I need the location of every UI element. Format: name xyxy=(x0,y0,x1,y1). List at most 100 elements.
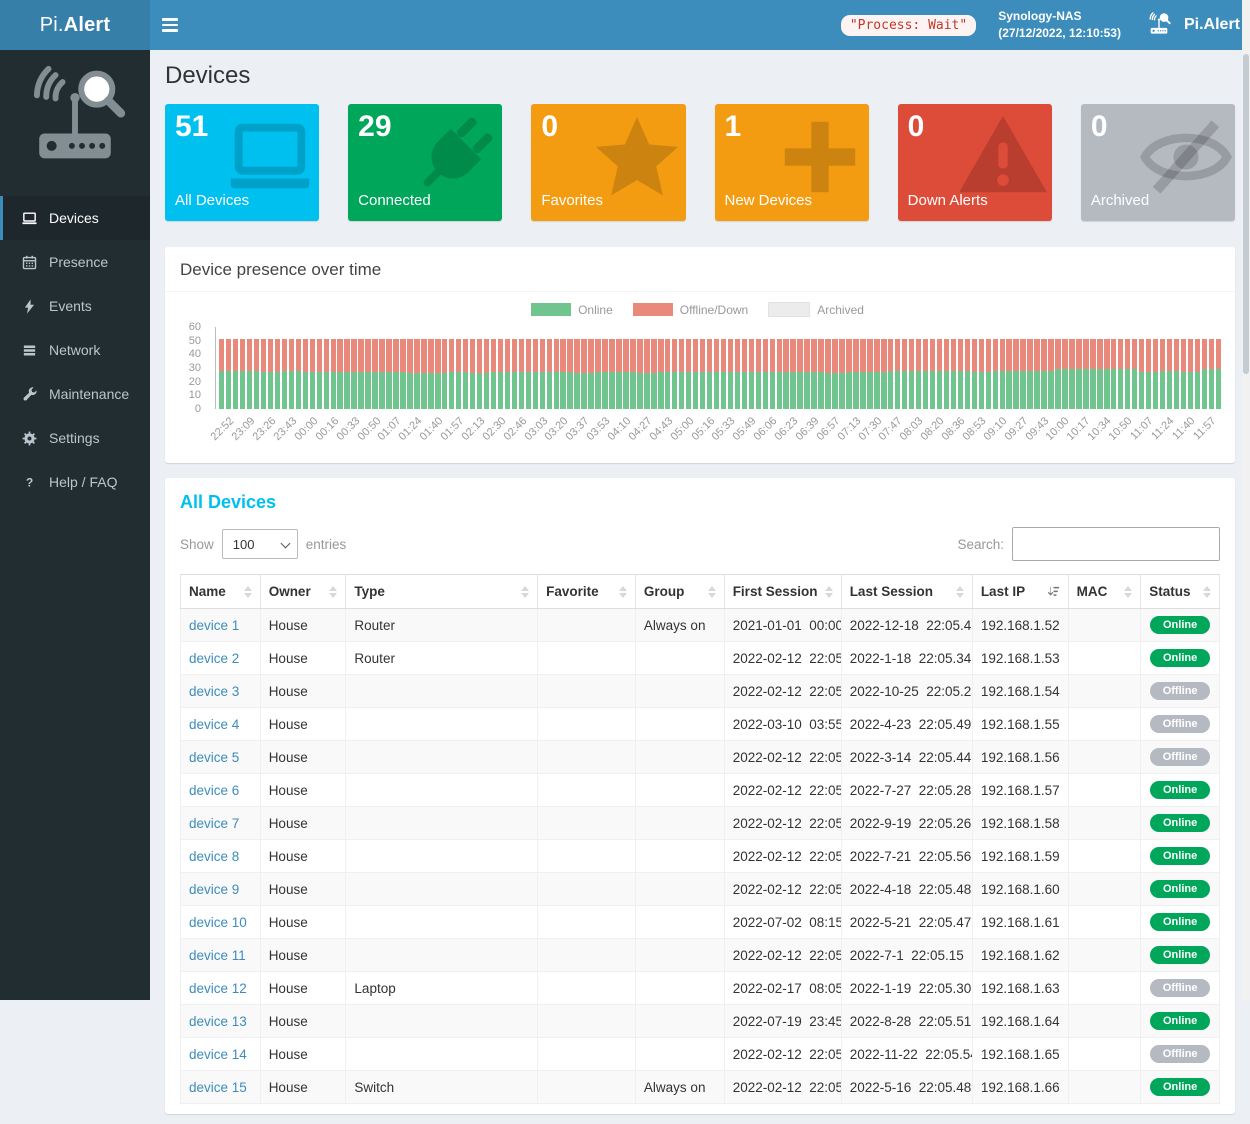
cell-name: device 5 xyxy=(180,740,261,774)
sidebar-item-events[interactable]: Events xyxy=(0,284,150,328)
sidebar-item-network[interactable]: Network xyxy=(0,328,150,372)
cell-favorite xyxy=(537,1004,636,1038)
scrollbar-thumb[interactable] xyxy=(1243,54,1249,374)
cell-type xyxy=(345,905,539,939)
y-tick-label: 30 xyxy=(188,362,201,374)
app-logo[interactable]: Pi.Alert xyxy=(0,0,150,50)
summary-box-value: 29 xyxy=(358,110,392,143)
x-tick-label: 06:57 xyxy=(814,415,843,443)
cell-owner: House xyxy=(259,1037,347,1071)
x-tick-label: 02:30 xyxy=(480,415,509,443)
device-link[interactable]: device 1 xyxy=(189,617,240,633)
presence-bar xyxy=(811,339,817,409)
column-header-label: Favorite xyxy=(546,584,599,599)
sidebar-toggle-icon[interactable] xyxy=(162,14,184,36)
cell-last-ip: 192.168.1.66 xyxy=(971,1070,1069,1104)
presence-bar xyxy=(302,339,309,409)
sidebar-item-presence[interactable]: Presence xyxy=(0,240,150,284)
device-link[interactable]: device 6 xyxy=(189,782,240,798)
brand-right-label: Pi.Alert xyxy=(1183,16,1240,33)
page-scrollbar[interactable] xyxy=(1242,0,1250,1000)
page-length-select[interactable]: 100 xyxy=(221,529,298,559)
column-header-type[interactable]: Type xyxy=(345,574,539,609)
status-badge: Offline xyxy=(1150,682,1211,700)
table-row: device 2 House Router 2022-02-12 22:05 2022-… xyxy=(180,641,1220,675)
gear-icon xyxy=(21,430,38,447)
device-link[interactable]: device 12 xyxy=(189,980,247,996)
cell-status: Online xyxy=(1140,872,1220,906)
presence-bar xyxy=(344,339,350,409)
column-header-label: Last Session xyxy=(849,584,933,599)
presence-bar xyxy=(1097,339,1103,409)
column-header-last-ip[interactable]: Last IP xyxy=(971,574,1069,609)
x-tick-label: 10:17 xyxy=(1064,415,1093,443)
sidebar-item-settings[interactable]: Settings xyxy=(0,416,150,460)
presence-bar xyxy=(755,339,762,409)
presence-bar xyxy=(330,339,336,409)
column-header-owner[interactable]: Owner xyxy=(259,574,347,609)
table-row: device 4 House 2022-03-10 03:55 2022-4-23 2… xyxy=(180,707,1220,741)
column-header-name[interactable]: Name xyxy=(180,574,261,609)
device-link[interactable]: device 3 xyxy=(189,683,240,699)
x-tick-label: 23:43 xyxy=(271,415,300,443)
x-tick-label: 06:39 xyxy=(793,415,822,443)
presence-bar xyxy=(504,339,511,409)
rows-icon xyxy=(21,342,38,359)
column-header-first-session[interactable]: First Session xyxy=(723,574,842,609)
column-header-status[interactable]: Status xyxy=(1140,574,1220,609)
summary-box-archived[interactable]: 0 Archived xyxy=(1080,104,1235,221)
device-link[interactable]: device 15 xyxy=(189,1079,247,1095)
cell-mac xyxy=(1067,806,1142,840)
cell-name: device 2 xyxy=(180,641,261,675)
presence-bar xyxy=(497,339,504,409)
cell-status: Online xyxy=(1140,1070,1220,1104)
device-link[interactable]: device 9 xyxy=(189,881,240,897)
summary-box-new-devices[interactable]: 1 New Devices xyxy=(714,104,869,221)
device-link[interactable]: device 10 xyxy=(189,914,247,930)
device-link[interactable]: device 5 xyxy=(189,749,240,765)
search-input[interactable] xyxy=(1012,527,1220,561)
cell-last-session: 2022-7-21 22:05.56 xyxy=(840,839,973,873)
presence-bar xyxy=(846,339,852,409)
summary-box-favorites[interactable]: 0 Favorites xyxy=(531,104,686,221)
device-link[interactable]: device 14 xyxy=(189,1046,247,1062)
column-header-last-session[interactable]: Last Session xyxy=(840,574,973,609)
sidebar-item-label: Help / FAQ xyxy=(49,474,118,490)
presence-bar xyxy=(637,339,643,409)
column-header-mac[interactable]: MAC xyxy=(1067,574,1142,609)
summary-box-value: 51 xyxy=(175,110,209,143)
summary-box-down-alerts[interactable]: 0 Down Alerts xyxy=(897,104,1052,221)
table-row: device 8 House 2022-02-12 22:05 2022-7-21 2… xyxy=(180,839,1220,873)
presence-bar xyxy=(922,339,929,409)
cell-mac xyxy=(1067,1037,1142,1071)
summary-box-all-devices[interactable]: 51 All Devices xyxy=(165,104,320,221)
sidebar-item-maintenance[interactable]: Maintenance xyxy=(0,372,150,416)
table-row: device 10 House 2022-07-02 08:15 2022-5-21 … xyxy=(180,905,1220,939)
sidebar-item-help-faq[interactable]: ? Help / FAQ xyxy=(0,460,150,504)
sort-icon xyxy=(1203,585,1211,598)
device-link[interactable]: device 13 xyxy=(189,1013,247,1029)
presence-bar xyxy=(1076,339,1082,409)
column-header-favorite[interactable]: Favorite xyxy=(537,574,636,609)
process-status-badge: "Process: Wait" xyxy=(840,14,977,36)
x-tick-label: 05:49 xyxy=(730,415,759,443)
device-link[interactable]: device 8 xyxy=(189,848,240,864)
sidebar-item-devices[interactable]: Devices xyxy=(0,196,150,240)
cell-first-session: 2022-02-12 22:05 xyxy=(723,806,842,840)
status-badge: Online xyxy=(1150,946,1211,964)
device-link[interactable]: device 11 xyxy=(189,947,246,963)
device-link[interactable]: device 2 xyxy=(189,650,240,666)
cell-owner: House xyxy=(259,839,347,873)
presence-bar xyxy=(407,339,413,409)
cell-owner: House xyxy=(259,971,347,1005)
device-link[interactable]: device 4 xyxy=(189,716,240,732)
x-tick-label: 03:37 xyxy=(563,415,592,443)
summary-box-connected[interactable]: 29 Connected xyxy=(348,104,503,221)
device-link[interactable]: device 7 xyxy=(189,815,240,831)
summary-box-label: All Devices xyxy=(175,192,250,209)
column-header-group[interactable]: Group xyxy=(634,574,725,609)
table-row: device 11 House 2022-02-12 22:05 2022-7-1 2… xyxy=(180,938,1220,972)
presence-bar xyxy=(525,339,532,409)
cell-group xyxy=(634,1037,725,1071)
x-tick-label: 04:43 xyxy=(647,415,676,443)
